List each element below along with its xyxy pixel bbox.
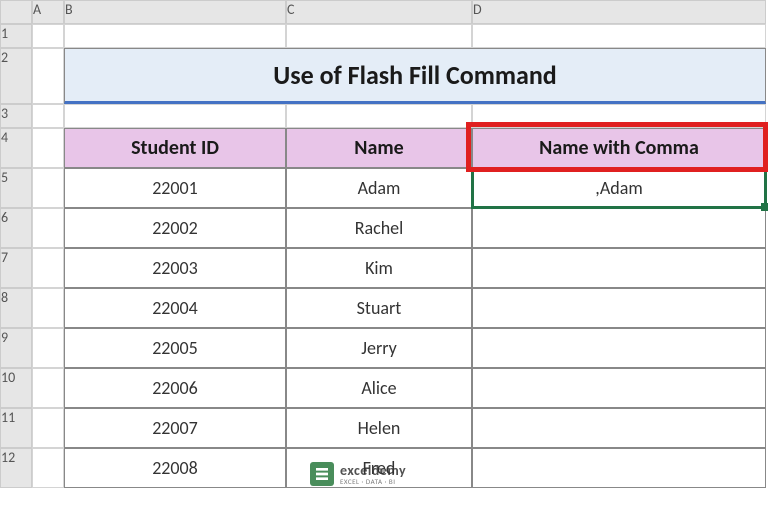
row-header-2[interactable]: 2 bbox=[0, 48, 32, 104]
cell-c6[interactable]: Rachel bbox=[286, 208, 472, 248]
row-header-9[interactable]: 9 bbox=[0, 328, 32, 368]
col-header-b[interactable]: B bbox=[64, 0, 286, 24]
cell-a12[interactable] bbox=[32, 448, 64, 488]
cell-c11[interactable]: Helen bbox=[286, 408, 472, 448]
row-header-5[interactable]: 5 bbox=[0, 168, 32, 208]
row-header-3[interactable]: 3 bbox=[0, 104, 32, 128]
cell-a6[interactable] bbox=[32, 208, 64, 248]
cell-a4[interactable] bbox=[32, 128, 64, 168]
row-header-6[interactable]: 6 bbox=[0, 208, 32, 248]
cell-b8[interactable]: 22004 bbox=[64, 288, 286, 328]
col-header-d[interactable]: D bbox=[472, 0, 766, 24]
cell-d5-active[interactable]: ,Adam bbox=[472, 168, 766, 208]
row-header-8[interactable]: 8 bbox=[0, 288, 32, 328]
cell-a3[interactable] bbox=[32, 104, 64, 128]
cell-d9[interactable] bbox=[472, 328, 766, 368]
watermark-text: exceldemy EXCEL · DATA · BI bbox=[340, 464, 406, 485]
cell-a2[interactable] bbox=[32, 48, 64, 104]
cell-a5[interactable] bbox=[32, 168, 64, 208]
watermark-icon bbox=[310, 462, 334, 486]
cell-c5[interactable]: Adam bbox=[286, 168, 472, 208]
row-header-11[interactable]: 11 bbox=[0, 408, 32, 448]
cell-a11[interactable] bbox=[32, 408, 64, 448]
cell-b7[interactable]: 22003 bbox=[64, 248, 286, 288]
cell-a1[interactable] bbox=[32, 24, 64, 48]
cell-b12[interactable]: 22008 bbox=[64, 448, 286, 488]
cell-d5-value: ,Adam bbox=[595, 177, 643, 199]
cell-b10[interactable]: 22006 bbox=[64, 368, 286, 408]
cell-b1[interactable] bbox=[64, 24, 286, 48]
cell-b6[interactable]: 22002 bbox=[64, 208, 286, 248]
watermark: exceldemy EXCEL · DATA · BI bbox=[310, 462, 406, 486]
header-student-id[interactable]: Student ID bbox=[64, 128, 286, 168]
cell-a8[interactable] bbox=[32, 288, 64, 328]
row-header-1[interactable]: 1 bbox=[0, 24, 32, 48]
row-header-12[interactable]: 12 bbox=[0, 448, 32, 488]
cell-c9[interactable]: Jerry bbox=[286, 328, 472, 368]
cell-b5[interactable]: 22001 bbox=[64, 168, 286, 208]
col-header-c[interactable]: C bbox=[286, 0, 472, 24]
cell-b11[interactable]: 22007 bbox=[64, 408, 286, 448]
select-all-corner[interactable] bbox=[0, 0, 32, 24]
header-name-comma[interactable]: Name with Comma bbox=[472, 128, 766, 168]
cell-b3[interactable] bbox=[64, 104, 286, 128]
row-header-4[interactable]: 4 bbox=[0, 128, 32, 168]
header-name[interactable]: Name bbox=[286, 128, 472, 168]
cell-c10[interactable]: Alice bbox=[286, 368, 472, 408]
cell-d11[interactable] bbox=[472, 408, 766, 448]
cell-c8[interactable]: Stuart bbox=[286, 288, 472, 328]
cell-d12[interactable] bbox=[472, 448, 766, 488]
cell-c7[interactable]: Kim bbox=[286, 248, 472, 288]
cell-a7[interactable] bbox=[32, 248, 64, 288]
watermark-sub: EXCEL · DATA · BI bbox=[340, 478, 406, 485]
cell-d6[interactable] bbox=[472, 208, 766, 248]
cell-d10[interactable] bbox=[472, 368, 766, 408]
row-header-7[interactable]: 7 bbox=[0, 248, 32, 288]
row-header-10[interactable]: 10 bbox=[0, 368, 32, 408]
cell-d3[interactable] bbox=[472, 104, 766, 128]
cell-c3[interactable] bbox=[286, 104, 472, 128]
spreadsheet-grid: A B C D 1 2 Use of Flash Fill Command 3 … bbox=[0, 0, 768, 488]
col-header-a[interactable]: A bbox=[32, 0, 64, 24]
cell-d8[interactable] bbox=[472, 288, 766, 328]
title-cell[interactable]: Use of Flash Fill Command bbox=[64, 48, 766, 104]
cell-a9[interactable] bbox=[32, 328, 64, 368]
cell-d7[interactable] bbox=[472, 248, 766, 288]
cell-d1[interactable] bbox=[472, 24, 766, 48]
cell-a10[interactable] bbox=[32, 368, 64, 408]
watermark-main: exceldemy bbox=[340, 464, 406, 478]
cell-c1[interactable] bbox=[286, 24, 472, 48]
fill-handle[interactable] bbox=[761, 203, 768, 211]
cell-b9[interactable]: 22005 bbox=[64, 328, 286, 368]
